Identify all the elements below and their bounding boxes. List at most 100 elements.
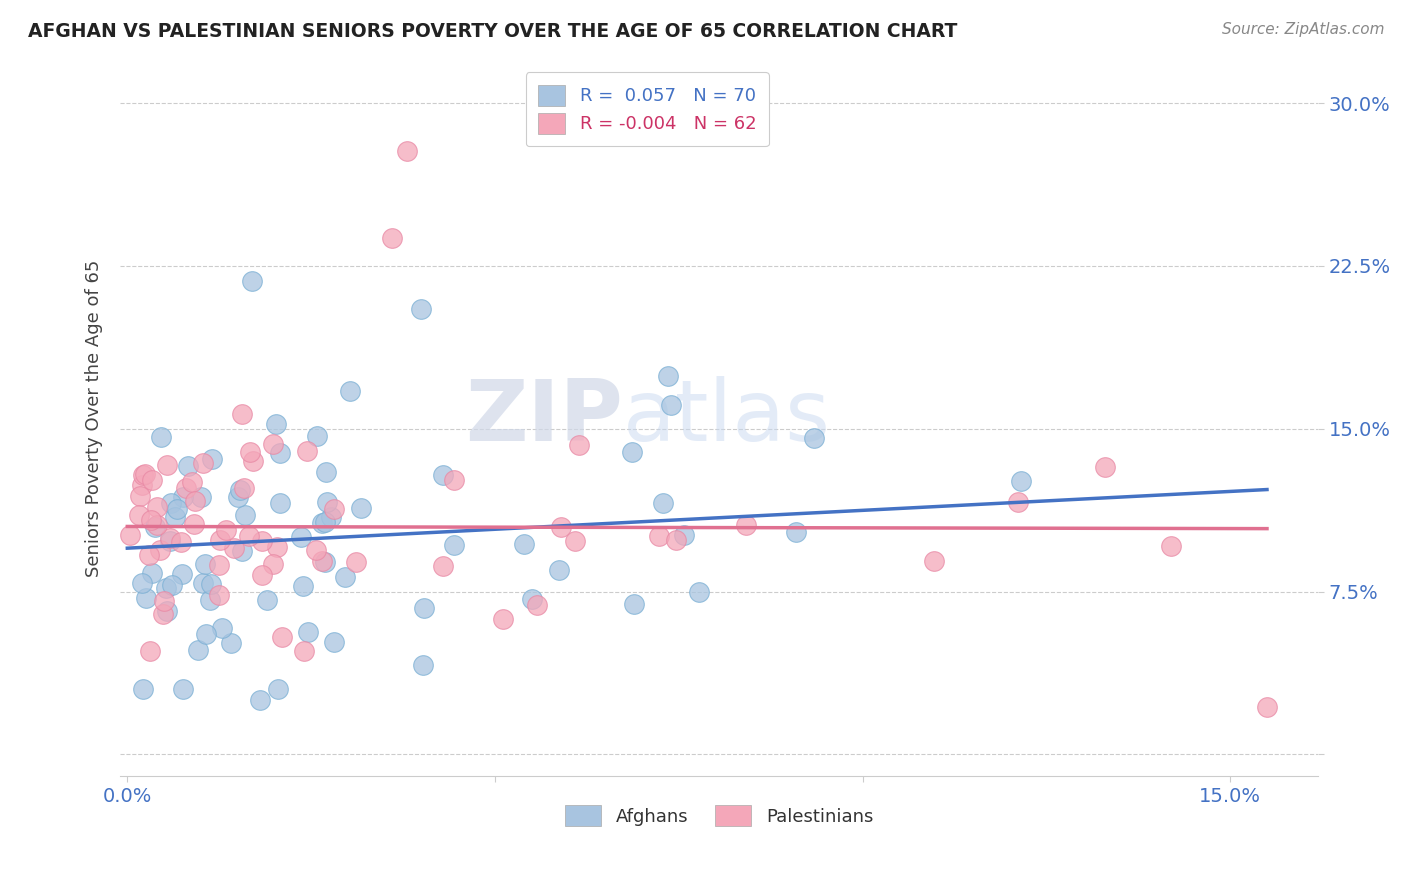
Point xyxy=(623,597,645,611)
Point xyxy=(208,588,231,602)
Point xyxy=(688,585,710,599)
Point xyxy=(155,604,177,618)
Point xyxy=(443,473,465,487)
Point xyxy=(307,428,329,442)
Point xyxy=(141,566,163,581)
Point xyxy=(803,431,825,445)
Point xyxy=(194,558,217,572)
Point xyxy=(319,510,342,524)
Point xyxy=(269,496,291,510)
Point xyxy=(231,544,253,558)
Point xyxy=(134,467,156,481)
Point xyxy=(208,533,231,547)
Point xyxy=(344,555,367,569)
Point xyxy=(120,527,142,541)
Point xyxy=(568,437,591,451)
Point xyxy=(432,467,454,482)
Point xyxy=(271,630,294,644)
Point xyxy=(198,593,221,607)
Point xyxy=(1007,495,1029,509)
Point xyxy=(162,577,184,591)
Point xyxy=(219,636,242,650)
Point xyxy=(1160,539,1182,553)
Point xyxy=(238,529,260,543)
Text: Source: ZipAtlas.com: Source: ZipAtlas.com xyxy=(1222,22,1385,37)
Point xyxy=(267,682,290,697)
Point xyxy=(266,540,288,554)
Point xyxy=(381,230,404,244)
Point xyxy=(149,430,172,444)
Point xyxy=(262,437,284,451)
Point xyxy=(131,575,153,590)
Point xyxy=(183,517,205,532)
Point xyxy=(672,528,695,542)
Point xyxy=(170,566,193,581)
Point xyxy=(224,541,246,555)
Point xyxy=(443,538,465,552)
Point xyxy=(339,384,361,399)
Point xyxy=(395,144,418,158)
Point xyxy=(231,407,253,421)
Point xyxy=(264,417,287,432)
Point xyxy=(139,644,162,658)
Point xyxy=(240,274,263,288)
Point xyxy=(785,525,807,540)
Y-axis label: Seniors Poverty Over the Age of 65: Seniors Poverty Over the Age of 65 xyxy=(86,260,103,576)
Point xyxy=(153,593,176,607)
Point xyxy=(412,657,434,672)
Point xyxy=(186,643,208,657)
Point xyxy=(1010,474,1032,488)
Point xyxy=(305,542,328,557)
Point xyxy=(239,445,262,459)
Point xyxy=(315,466,337,480)
Point xyxy=(143,520,166,534)
Point xyxy=(269,446,291,460)
Point xyxy=(1094,460,1116,475)
Point xyxy=(520,592,543,607)
Point xyxy=(333,569,356,583)
Point xyxy=(297,624,319,639)
Point xyxy=(432,559,454,574)
Point xyxy=(233,508,256,523)
Point xyxy=(256,593,278,607)
Point xyxy=(132,468,155,483)
Point xyxy=(208,558,231,573)
Point xyxy=(411,302,433,317)
Point xyxy=(193,576,215,591)
Point xyxy=(211,621,233,635)
Point xyxy=(215,523,238,537)
Point xyxy=(226,490,249,504)
Point xyxy=(149,543,172,558)
Point xyxy=(200,577,222,591)
Point xyxy=(657,368,679,383)
Point xyxy=(250,568,273,582)
Point xyxy=(141,473,163,487)
Point xyxy=(201,452,224,467)
Point xyxy=(138,549,160,563)
Point xyxy=(128,489,150,503)
Point xyxy=(492,612,515,626)
Point xyxy=(621,445,644,459)
Point xyxy=(229,483,252,497)
Point xyxy=(191,457,214,471)
Point xyxy=(172,491,194,505)
Point xyxy=(651,496,673,510)
Point xyxy=(181,475,204,490)
Point xyxy=(159,531,181,545)
Point xyxy=(322,501,344,516)
Point xyxy=(735,518,758,533)
Point xyxy=(132,682,155,697)
Point xyxy=(316,494,339,508)
Point xyxy=(311,554,333,568)
Point xyxy=(184,494,207,508)
Point xyxy=(166,502,188,516)
Point xyxy=(135,591,157,606)
Point xyxy=(250,534,273,549)
Point xyxy=(131,478,153,492)
Point xyxy=(249,693,271,707)
Point xyxy=(665,533,688,547)
Point xyxy=(412,600,434,615)
Point xyxy=(146,518,169,533)
Point xyxy=(659,398,682,412)
Legend: Afghans, Palestinians: Afghans, Palestinians xyxy=(557,797,883,835)
